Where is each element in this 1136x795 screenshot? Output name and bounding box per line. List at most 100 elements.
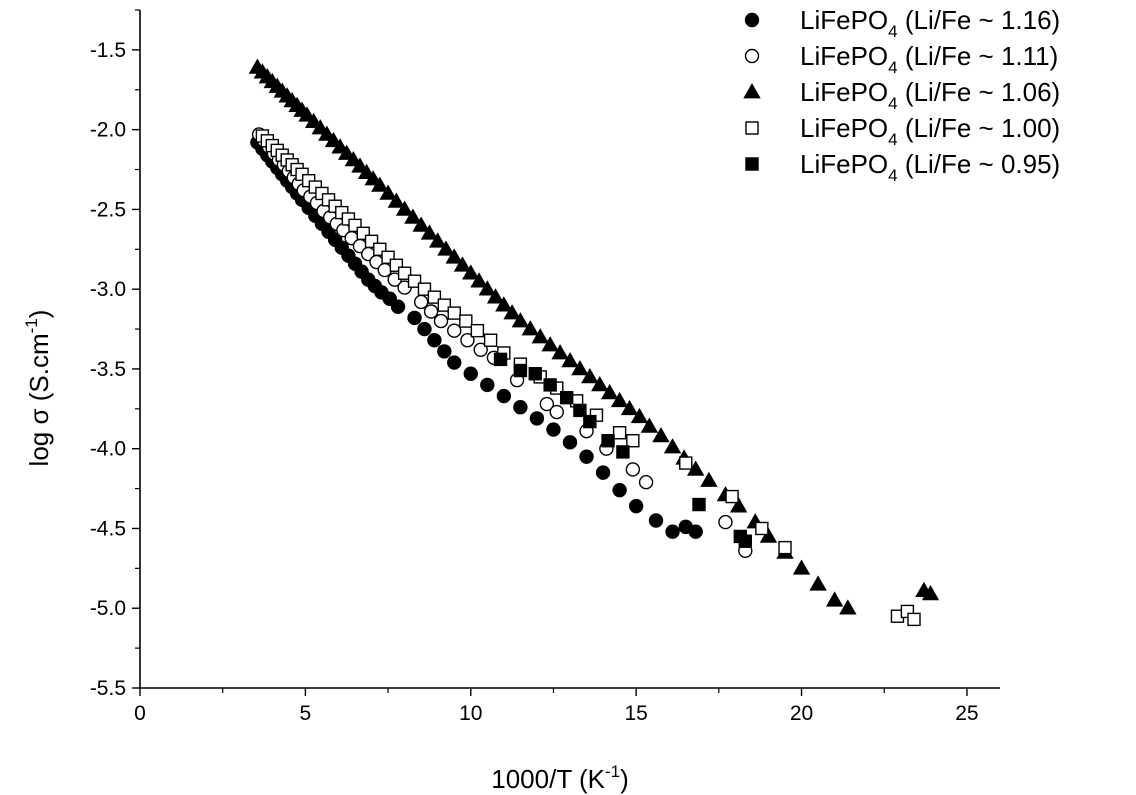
axes	[139, 10, 1000, 689]
data-point	[825, 591, 844, 607]
data-point	[907, 612, 921, 627]
data-point	[541, 336, 559, 352]
data-point	[616, 445, 630, 459]
data-point	[679, 456, 693, 470]
data-point	[404, 208, 422, 224]
data-point	[571, 360, 589, 376]
data-point	[493, 352, 508, 367]
data-point	[357, 163, 376, 180]
data-point	[447, 323, 462, 338]
data-point	[437, 344, 452, 359]
y-tick-label: -5.5	[90, 677, 126, 700]
legend-marker	[745, 157, 759, 171]
legend-marker	[745, 121, 759, 135]
legend-label: LiFePO4 (Li/Fe ~ 1.00)	[800, 113, 1060, 149]
y-tick-label: -2.5	[90, 198, 126, 221]
y-tick-label: -2.0	[90, 119, 126, 142]
data-point	[600, 383, 619, 400]
data-point	[573, 403, 587, 418]
data-point	[725, 489, 739, 504]
data-point	[304, 112, 323, 128]
data-points	[248, 58, 940, 627]
data-point	[640, 417, 659, 433]
data-point	[427, 290, 442, 304]
data-point	[612, 482, 627, 498]
data-point	[562, 435, 578, 450]
legend-label: LiFePO4 (Li/Fe ~ 1.11)	[800, 41, 1058, 77]
data-point	[459, 314, 473, 328]
y-tick-label: -3.0	[90, 278, 126, 301]
data-point	[412, 216, 430, 232]
data-point	[755, 521, 769, 536]
data-point	[433, 313, 449, 329]
data-point	[601, 434, 615, 448]
data-point	[463, 366, 478, 381]
y-tick-label: -4.5	[90, 517, 126, 540]
data-point	[521, 320, 540, 336]
data-point	[364, 170, 382, 186]
data-point	[470, 323, 485, 338]
data-point	[630, 407, 649, 424]
data-point	[420, 224, 439, 240]
data-point	[778, 540, 792, 555]
data-point	[718, 514, 733, 530]
data-point	[531, 328, 549, 344]
legend-marker	[744, 48, 760, 64]
data-point	[428, 232, 447, 248]
data-point	[561, 352, 579, 368]
data-point	[700, 471, 718, 487]
data-point	[738, 534, 753, 548]
x-tick-label: 20	[790, 702, 813, 725]
legend-label: LiFePO4 (Li/Fe ~ 0.95)	[800, 149, 1060, 185]
data-point	[921, 584, 940, 601]
x-axis-title: 1000/T (K-1)	[491, 762, 629, 794]
x-tick-label: 0	[134, 702, 146, 725]
data-point	[503, 304, 521, 320]
data-point	[417, 282, 432, 296]
x-tick-label: 25	[955, 702, 978, 725]
data-point	[625, 462, 641, 477]
x-tick-label: 15	[624, 702, 647, 725]
data-point	[397, 266, 412, 280]
data-point	[407, 310, 422, 326]
y-axis-title: log σ (S.cm-1)	[22, 310, 54, 467]
legend-item: LiFePO4 (Li/Fe ~ 1.06)	[743, 77, 1060, 113]
legend-item: LiFePO4 (Li/Fe ~ 1.11)	[744, 41, 1058, 77]
data-point	[652, 427, 670, 443]
y-tick-label: -3.5	[90, 358, 126, 381]
legend-label: LiFePO4 (Li/Fe ~ 1.06)	[800, 77, 1060, 113]
data-point	[324, 131, 343, 148]
data-point	[528, 367, 542, 381]
data-point	[529, 411, 545, 426]
data-point	[513, 363, 528, 378]
data-point	[496, 388, 512, 404]
series-5	[493, 352, 753, 548]
data-point	[591, 375, 609, 392]
data-point	[559, 390, 574, 405]
data-point	[583, 414, 597, 429]
data-point	[628, 498, 644, 514]
data-point	[413, 294, 429, 310]
data-point	[539, 396, 555, 412]
data-point	[809, 575, 827, 591]
tick-labels: 0 5 10 15 20 25 -5.5 -5.0 -4.5 -4.0 -3.5 -3.0 -2.5 -2…	[90, 39, 979, 725]
y-tick-label: -1.5	[90, 39, 126, 62]
legend-item: LiFePO4 (Li/Fe ~ 1.00)	[745, 113, 1060, 149]
data-point	[495, 296, 513, 312]
data-point	[620, 399, 639, 416]
legend-label: LiFePO4 (Li/Fe ~ 1.16)	[800, 5, 1060, 41]
data-point	[478, 280, 497, 296]
data-point	[626, 434, 640, 448]
data-point	[610, 391, 629, 408]
data-point	[311, 119, 329, 135]
x-tick-label: 5	[300, 702, 312, 725]
axis-ticks	[132, 9, 968, 696]
data-point	[513, 400, 528, 415]
data-point	[445, 248, 463, 264]
data-point	[470, 272, 488, 288]
data-point	[377, 262, 392, 278]
data-point	[417, 321, 432, 337]
data-point	[759, 527, 778, 543]
data-point	[462, 264, 480, 280]
data-point	[298, 106, 316, 122]
